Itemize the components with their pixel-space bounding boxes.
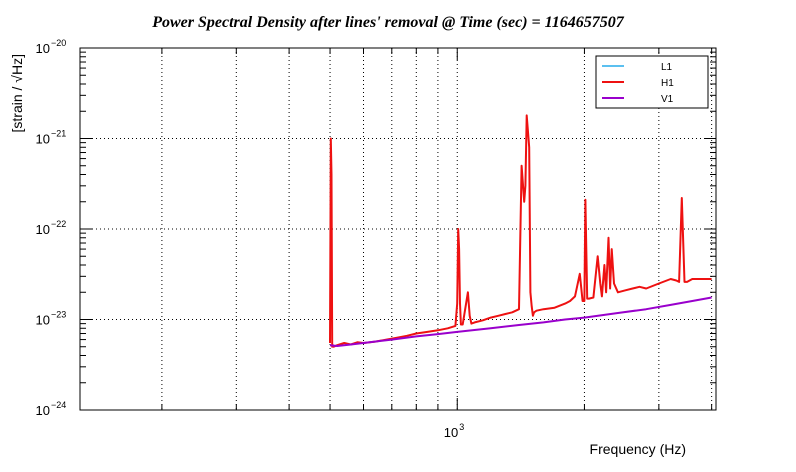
y-tick-label: 10 −21: [36, 129, 67, 147]
y-tick-label-base: 10: [36, 132, 50, 147]
y-tick-label-base: 10: [36, 403, 50, 418]
series-line-h1: [329, 114, 712, 348]
y-tick-label-base: 10: [36, 313, 50, 328]
y-tick-label: 10 −24: [36, 400, 67, 418]
legend: L1 H1 V1: [595, 55, 709, 109]
series-layer: [329, 114, 712, 348]
legend-label-l1: L1: [661, 62, 673, 73]
y-tick-label: 10 −23: [36, 310, 67, 328]
y-tick-label: 10 −20: [36, 38, 67, 56]
y-tick-label-exponent: −21: [51, 129, 66, 139]
y-tick-label-exponent: −24: [51, 400, 66, 410]
x-axis-label: Frequency (Hz): [590, 441, 686, 457]
y-tick-label-exponent: −22: [51, 219, 66, 229]
y-tick-label-exponent: −20: [51, 38, 66, 48]
y-tick-label-exponent: −23: [51, 310, 66, 320]
y-tick-label-base: 10: [36, 41, 50, 56]
y-tick-label-base: 10: [36, 222, 50, 237]
y-axis-label: [strain / √Hz]: [9, 54, 25, 132]
x-tick-label-exponent: 3: [459, 422, 464, 432]
series-line-v1: [329, 296, 712, 347]
x-tick-label: 10 3: [444, 422, 464, 440]
chart-title: Power Spectral Density after lines' remo…: [151, 14, 625, 31]
y-tick-label: 10 −22: [36, 219, 67, 237]
legend-label-v1: V1: [661, 94, 674, 105]
legend-label-h1: H1: [661, 78, 674, 89]
x-tick-label-base: 10: [444, 425, 458, 440]
